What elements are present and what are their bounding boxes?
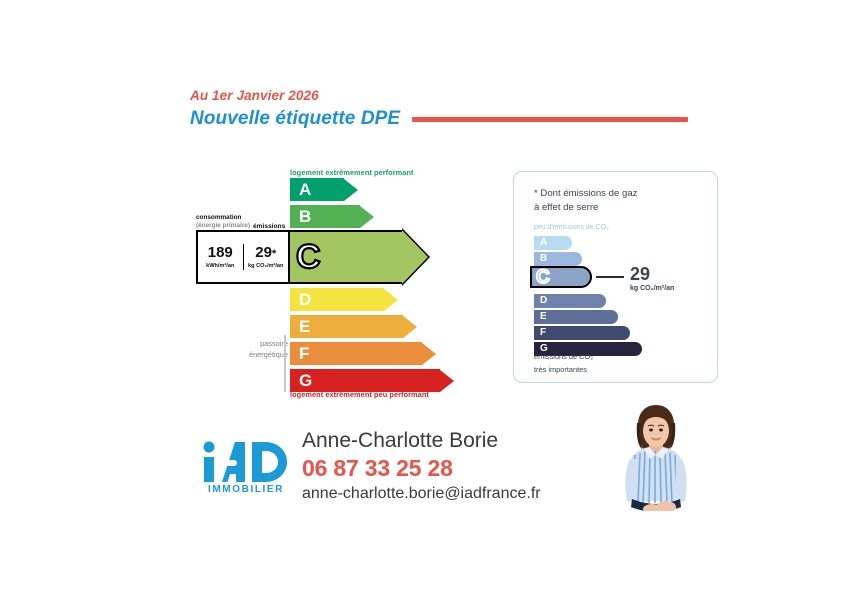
ges-leader-line: [596, 276, 624, 278]
dpe-bar-b: B: [290, 205, 454, 228]
dpe-consumption-cell: 189 kWh/m²/an: [198, 245, 243, 269]
dpe-bar-tip: [403, 315, 417, 338]
dpe-energy-label: logement extrêmement performant A B: [196, 168, 496, 408]
dpe-bar-letter: F: [299, 344, 310, 363]
dpe-caption-top: logement extrêmement performant: [290, 168, 414, 177]
dpe-bar-a: A: [290, 178, 454, 201]
agent-photo: [608, 403, 704, 531]
dpe-bar-tip: [344, 178, 358, 201]
ges-selected-letter: C: [535, 266, 551, 288]
agent-name: Anne-Charlotte Borie: [302, 429, 499, 452]
ges-bar-e: E: [534, 310, 618, 324]
ges-selected-bar: C: [530, 266, 592, 288]
ges-value: 29: [630, 264, 651, 284]
ges-scale-top-label: peu d'émissions de CO₂: [534, 224, 609, 231]
iad-logo-word: IMMOBILIER: [208, 484, 284, 495]
dpe-emissions-label: émissions: [252, 223, 286, 230]
dpe-emissions-unit: kg CO₂/m²/an: [248, 262, 284, 269]
ges-bar-letter: F: [540, 327, 547, 338]
page-title: Nouvelle étiquette DPE: [190, 108, 401, 130]
dpe-value-divider: [242, 244, 244, 270]
iad-logo-icon: [203, 441, 287, 482]
ges-bar-letter: A: [540, 237, 548, 248]
dpe-selected-bar: C: [290, 228, 430, 286]
dpe-selected-row: 189 kWh/m²/an 29* kg CO₂/m²/an C: [196, 228, 430, 286]
ges-bar-a: A: [534, 236, 572, 250]
header: Au 1er Janvier 2026 Nouvelle étiquette D…: [190, 88, 730, 130]
ges-bar-letter: E: [540, 311, 547, 322]
dpe-consumption-sublabel: (énergie primaire): [196, 222, 250, 229]
ges-title: * Dont émissions de gaz à effet de serre: [534, 188, 638, 213]
ges-bar-d: D: [534, 294, 606, 308]
dpe-selected-letter: C: [295, 238, 322, 276]
dpe-bar-f: F: [290, 342, 454, 365]
dpe-bar-g: G: [290, 369, 454, 392]
ges-unit: kg CO₂/m²/an: [630, 285, 675, 292]
ges-bars: A B D E F G: [534, 236, 642, 358]
dpe-bar-letter: B: [299, 207, 312, 226]
dpe-emissions-cell: 29* kg CO₂/m²/an: [244, 245, 289, 269]
dpe-selected-bar-body: C: [290, 230, 402, 284]
dpe-consumption-value: 189: [207, 244, 233, 262]
dpe-bar-letter: E: [299, 317, 311, 336]
ges-bar-letter: B: [540, 253, 548, 264]
header-kicker: Au 1er Janvier 2026: [190, 88, 319, 103]
dpe-caption-bottom: logement extrêmement peu performant: [290, 390, 429, 399]
dpe-emissions-value: 29*: [255, 244, 277, 262]
agent-portrait-image: [608, 403, 704, 531]
dpe-value-box: 189 kWh/m²/an 29* kg CO₂/m²/an: [196, 230, 290, 284]
dpe-bar-letter: G: [299, 371, 313, 390]
ges-scale-bottom-label: émissions de CO₂ très importantes: [534, 352, 594, 375]
dpe-bar-d: D: [290, 288, 454, 311]
dpe-consumption-unit: kWh/m²/an: [206, 262, 235, 269]
header-rule: [412, 116, 689, 122]
ges-bar-b: B: [534, 252, 582, 266]
dpe-passoire-rule: [284, 335, 286, 392]
agent-phone[interactable]: 06 87 33 25 28: [302, 455, 453, 482]
dpe-bar-letter: A: [299, 180, 312, 199]
dpe-selected-tip: [402, 230, 428, 284]
ges-bar-letter: D: [540, 295, 548, 306]
dpe-bar-tip: [360, 205, 374, 228]
iad-logo: IMMOBILIER: [200, 440, 292, 498]
dpe-emissions-asterisk: *: [271, 248, 277, 261]
dpe-bar-tip: [440, 369, 454, 392]
dpe-bar-tip: [384, 288, 398, 311]
dpe-bar-tip: [422, 342, 436, 365]
ges-bar-letter: G: [540, 343, 548, 354]
agent-contact: Anne-Charlotte Borie 06 87 33 25 28 anne…: [302, 428, 541, 505]
dpe-bars: A B D E: [290, 178, 454, 396]
ges-bar-g: G: [534, 342, 642, 356]
ges-panel: * Dont émissions de gaz à effet de serre…: [513, 171, 718, 383]
dpe-passoire-label: passoire énergétique: [248, 339, 288, 360]
dpe-bar-letter: D: [299, 290, 312, 309]
agent-email[interactable]: anne-charlotte.borie@iadfrance.fr: [302, 485, 541, 503]
dpe-bar-e: E: [290, 315, 454, 338]
ges-bar-f: F: [534, 326, 630, 340]
dpe-value-labels: consommation (énergie primaire) émission…: [196, 212, 292, 230]
dpe-consumption-label: consommation (énergie primaire): [196, 214, 250, 229]
